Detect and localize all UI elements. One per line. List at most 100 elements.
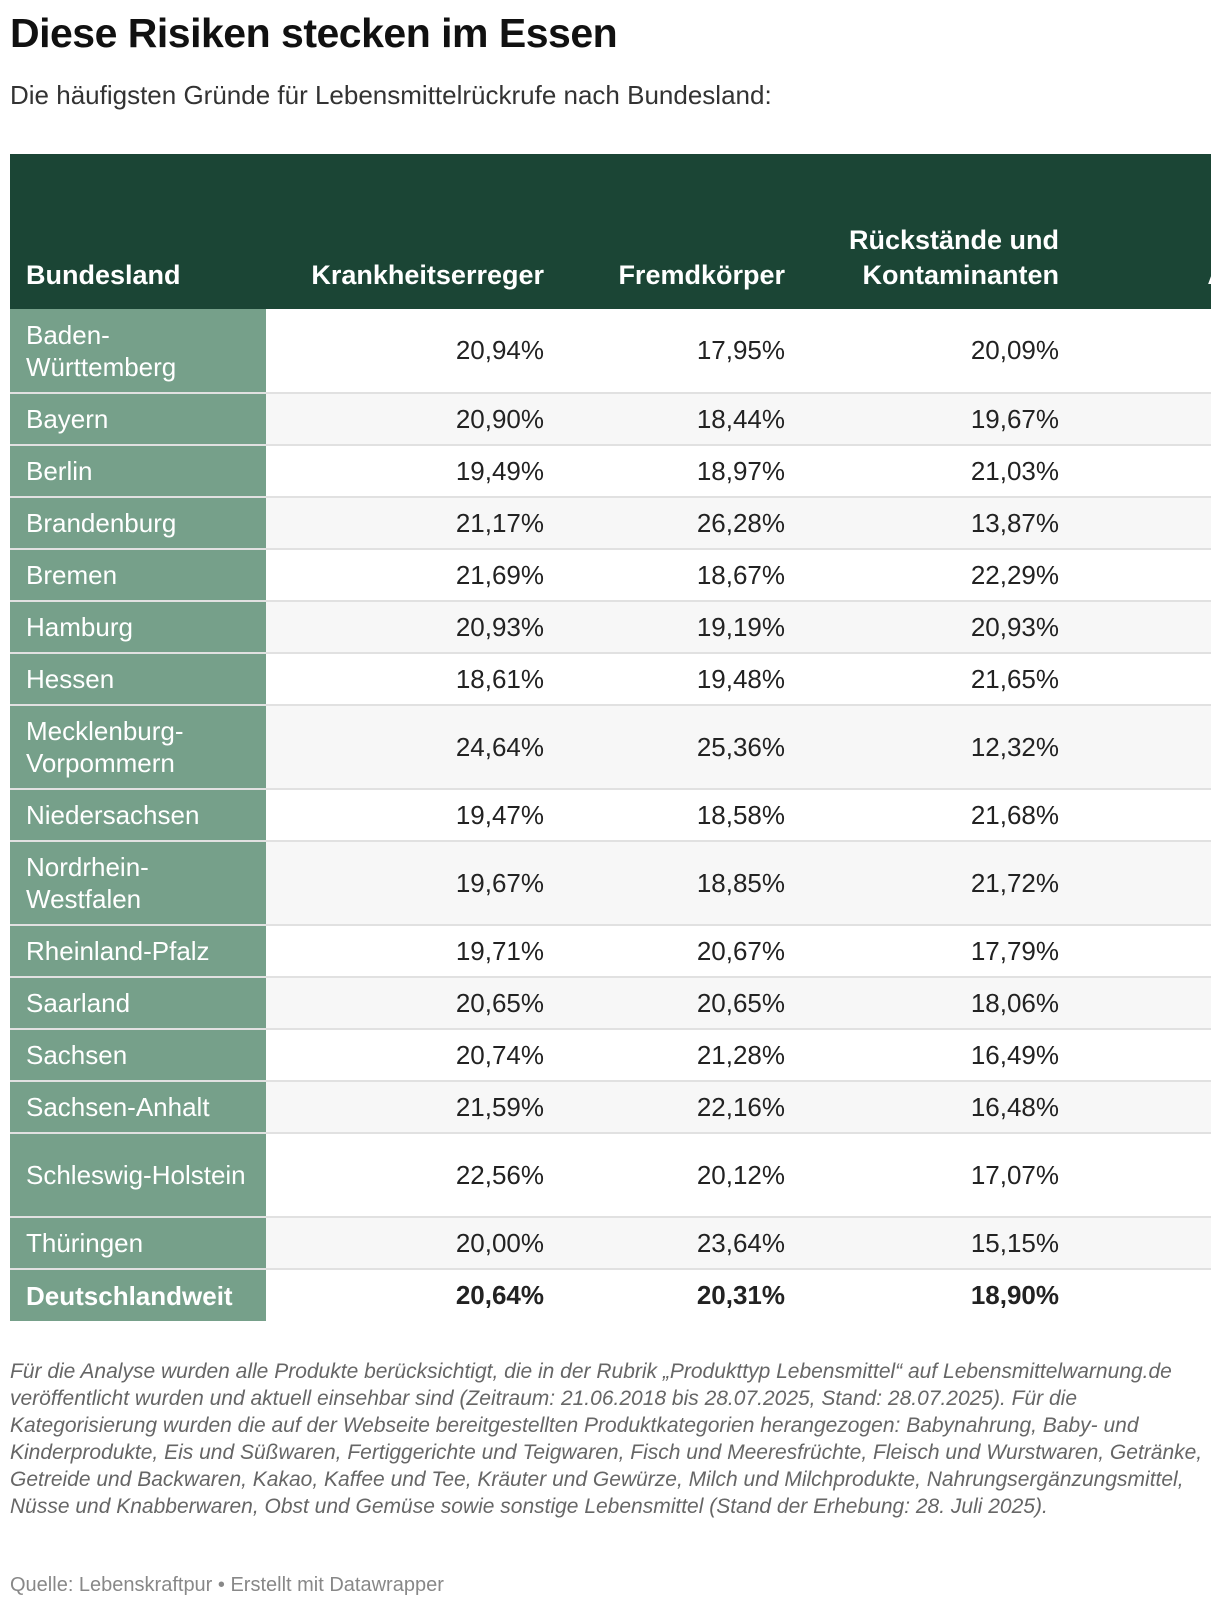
value-cell: 20,93% (801, 601, 1075, 654)
column-header-allergene[interactable]: Allerg (1075, 154, 1211, 309)
value-cell: 12,32% (801, 705, 1075, 790)
value-cell: 16,48% (801, 1081, 1075, 1134)
value-cell: 23,64% (560, 1217, 801, 1270)
data-table: Bundesland Krankheitserreger Fremdkörper… (10, 154, 1211, 1321)
value-cell: 19,48% (560, 653, 801, 706)
value-cell: 18, (1075, 1133, 1211, 1218)
state-name-cell: Baden-Württemberg (10, 309, 266, 394)
value-cell: 21,68% (801, 789, 1075, 842)
state-name-cell: Berlin (10, 445, 266, 498)
value-cell: 22,29% (801, 549, 1075, 602)
value-cell: 24,64% (266, 705, 560, 790)
state-name-cell: Bayern (10, 393, 266, 446)
value-cell: 17, (1075, 445, 1211, 498)
value-cell: 15, (1075, 841, 1211, 926)
state-name-cell: Rheinland-Pfalz (10, 925, 266, 978)
value-cell: 20,12% (560, 1133, 801, 1218)
total-label-cell: Deutschlandweit (10, 1268, 266, 1321)
value-cell: 22,56% (266, 1133, 560, 1218)
value-cell: 18, (1075, 497, 1211, 550)
state-name-cell: Thüringen (10, 1217, 266, 1270)
column-header-fremdkoerper[interactable]: Fremdkörper (560, 154, 801, 309)
table-row: Mecklenburg-Vorpommern 24,64% 25,36% 12,32%… (10, 705, 1211, 790)
value-cell: 21,03% (801, 445, 1075, 498)
value-cell: 16, (1075, 1217, 1211, 1270)
column-header-rueckstaende-label: Rückstände und Kontaminanten (848, 225, 1059, 290)
value-cell: 25,36% (560, 705, 801, 790)
table-container: Bundesland Krankheitserreger Fremdkörper… (10, 154, 1211, 1334)
value-cell: 16,49% (801, 1029, 1075, 1082)
value-cell: 18,85% (560, 841, 801, 926)
value-cell: 18,67% (560, 549, 801, 602)
value-cell: 15,15% (801, 1217, 1075, 1270)
value-cell: 20,64% (266, 1268, 560, 1321)
value-cell: 17, (1075, 1081, 1211, 1134)
value-cell: 20,00% (266, 1217, 560, 1270)
column-header-bundesland[interactable]: Bundesland (10, 154, 266, 309)
value-cell: 13,87% (801, 497, 1075, 550)
state-name-cell: Saarland (10, 977, 266, 1030)
source-credit: Quelle: Lebenskraftpur • Erstellt mit Da… (10, 1574, 444, 1596)
value-cell: 20,31% (560, 1268, 801, 1321)
value-cell: 18, (1075, 601, 1211, 654)
value-cell: 20,90% (266, 393, 560, 446)
chart-subtitle: Die häufigsten Gründe für Lebensmittelrü… (10, 80, 772, 110)
value-cell: 20,65% (560, 977, 801, 1030)
state-name-cell: Hessen (10, 653, 266, 706)
value-cell: 20,09% (801, 309, 1075, 394)
value-cell: 19,49% (266, 445, 560, 498)
value-cell: 17,07% (801, 1133, 1075, 1218)
value-cell: 15, (1075, 1029, 1211, 1082)
value-cell: 18, (1075, 705, 1211, 790)
value-cell: 18,61% (266, 653, 560, 706)
value-cell: 18,58% (560, 789, 801, 842)
value-cell: 22,16% (560, 1081, 801, 1134)
value-cell: 26,28% (560, 497, 801, 550)
value-cell: 13, (1075, 925, 1211, 978)
value-cell: 19,67% (266, 841, 560, 926)
value-cell: 21,65% (801, 653, 1075, 706)
state-name-cell: Sachsen-Anhalt (10, 1081, 266, 1134)
state-name-cell: Mecklenburg-Vorpommern (10, 705, 266, 790)
state-name-cell: Schleswig-Holstein (10, 1133, 266, 1218)
value-cell: 18,97% (560, 445, 801, 498)
value-cell: 21,17% (266, 497, 560, 550)
column-header-rueckstaende[interactable]: Rückstände und Kontaminanten (801, 154, 1075, 309)
state-name-cell: Nordrhein-Westfalen (10, 841, 266, 926)
value-cell: 15, (1075, 653, 1211, 706)
state-name-cell: Sachsen (10, 1029, 266, 1082)
state-name-cell: Hamburg (10, 601, 266, 654)
value-cell: 16, (1075, 393, 1211, 446)
footnote: Für die Analyse wurden alle Produkte ber… (10, 1360, 1203, 1518)
value-cell: 21,72% (801, 841, 1075, 926)
value-cell: 20,93% (266, 601, 560, 654)
value-cell: 18,90% (801, 1268, 1075, 1321)
value-cell: 17,95% (560, 309, 801, 394)
value-cell: 20,67% (560, 925, 801, 978)
value-cell: 20,65% (266, 977, 560, 1030)
value-cell: 20,94% (266, 309, 560, 394)
value-cell: 15, (1075, 549, 1211, 602)
value-cell: 21,28% (560, 1029, 801, 1082)
value-cell: 19,67% (801, 393, 1075, 446)
value-cell: 18,44% (560, 393, 801, 446)
state-name-cell: Niedersachsen (10, 789, 266, 842)
column-header-krankheitserreger[interactable]: Krankheitserreger (266, 154, 560, 309)
value-cell: 18,06% (801, 977, 1075, 1030)
value-cell: 19,71% (266, 925, 560, 978)
